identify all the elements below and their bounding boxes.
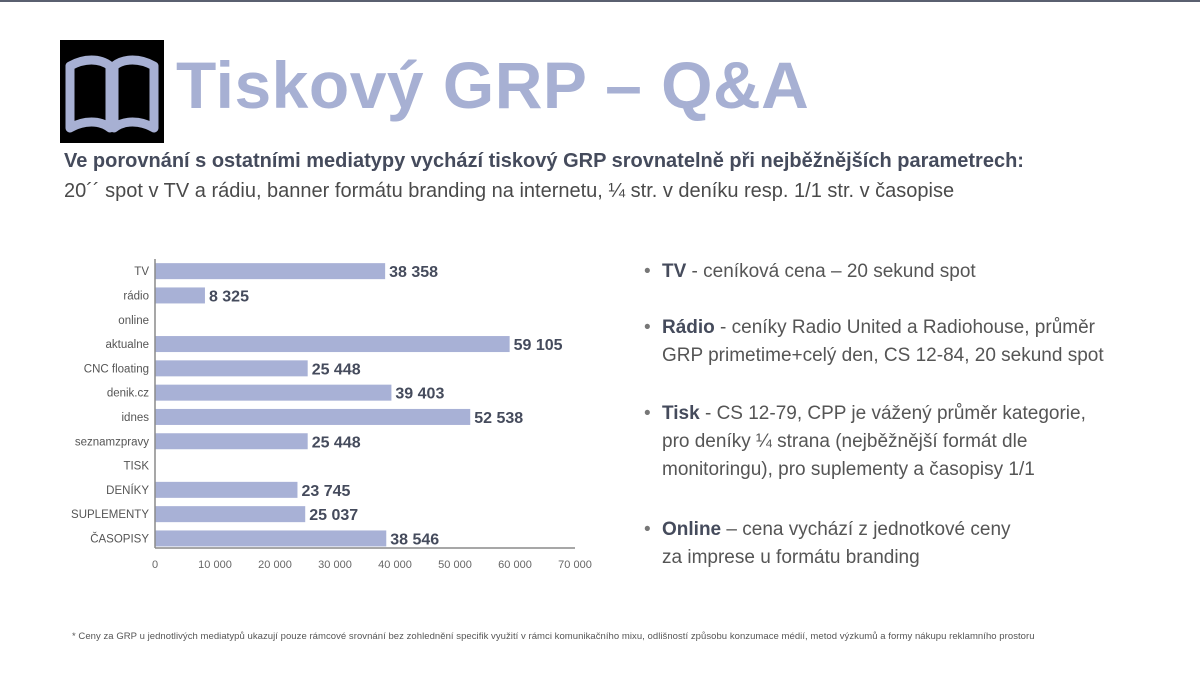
note-text: za imprese u formátu branding: [662, 547, 920, 568]
bar: [155, 384, 392, 401]
bar: [155, 408, 471, 425]
note-text: - CS 12-79, CPP je vážený průměr kategor…: [699, 403, 1086, 424]
category-label: DENÍKY: [106, 484, 149, 497]
bullet-dot: •: [644, 403, 651, 424]
category-label: ČASOPISY: [90, 532, 149, 545]
data-label: 39 403: [395, 386, 444, 403]
note-text: - ceníky Radio United a Radiohouse, prům…: [714, 317, 1095, 338]
category-label: idnes: [122, 412, 150, 424]
note-head: Rádio: [662, 317, 715, 338]
category-label: SUPLEMENTY: [71, 509, 149, 521]
bar: [155, 263, 386, 280]
category-label: CNC floating: [84, 363, 149, 375]
page-subtext: 20´´ spot v TV a rádiu, banner formátu b…: [64, 180, 955, 202]
page-title: Tiskový GRP – Q&A: [176, 48, 810, 122]
data-label: 25 448: [312, 361, 361, 378]
x-tick-label: 0: [152, 559, 158, 571]
category-label: TISK: [123, 461, 149, 473]
open-book-icon: [65, 55, 159, 133]
note-head: TV: [662, 261, 687, 282]
category-label: aktualne: [106, 339, 149, 351]
bar: [155, 287, 205, 304]
x-tick-label: 30 000: [318, 559, 352, 571]
footnote: * Ceny za GRP u jednotlivých mediatypů u…: [72, 631, 1035, 642]
category-label: online: [118, 315, 149, 327]
category-label: seznamzpravy: [75, 436, 149, 448]
data-label: 38 358: [389, 264, 438, 281]
note-text: – cena vychází z jednotkové ceny: [721, 519, 1011, 540]
bar: [155, 360, 308, 377]
note-text: pro deníky ¼ strana (nejběžnější formát …: [662, 431, 1028, 452]
bar: [155, 481, 298, 498]
data-label: 52 538: [474, 410, 523, 427]
note-text: monitoringu), pro suplementy a časopisy …: [662, 459, 1035, 480]
grp-bar-chart: TV 38 358 rádio 8 325 online aktualne 59 105 CN…: [71, 259, 592, 571]
note-head: Online: [662, 519, 722, 540]
x-tick-label: 40 000: [378, 559, 412, 571]
category-label: rádio: [123, 290, 149, 302]
x-tick-label: 20 000: [258, 559, 292, 571]
bar: [155, 506, 306, 523]
note-online: • Online – cena vychází z jednotkové ceny…: [644, 516, 1011, 572]
bar: [155, 530, 387, 547]
x-tick-label: 60 000: [498, 559, 532, 571]
data-label: 25 448: [312, 434, 361, 451]
data-label: 59 105: [514, 337, 563, 354]
category-label: TV: [134, 266, 149, 278]
x-tick-label: 70 000: [558, 559, 592, 571]
note-head: Tisk: [662, 403, 700, 424]
bar: [155, 336, 510, 353]
x-tick-label: 10 000: [198, 559, 232, 571]
data-label: 8 325: [209, 288, 249, 305]
category-label: denik.cz: [107, 388, 149, 400]
note-tv: • TV - ceníková cena – 20 sekund spot: [644, 258, 976, 286]
bullet-dot: •: [644, 317, 651, 338]
note-text: GRP primetime+celý den, CS 12-84, 20 sek…: [662, 345, 1104, 366]
page-subtitle: Ve porovnání s ostatními mediatypy vychá…: [64, 150, 1024, 172]
note-radio: • Rádio - ceníky Radio United a Radiohous…: [644, 314, 1104, 370]
note-text: - ceníková cena – 20 sekund spot: [686, 261, 976, 282]
data-label: 23 745: [301, 483, 350, 500]
bar: [155, 433, 308, 450]
data-label: 38 546: [390, 531, 439, 548]
x-tick-label: 50 000: [438, 559, 472, 571]
data-label: 25 037: [309, 507, 358, 524]
bullet-dot: •: [644, 519, 651, 540]
top-border-line: [0, 0, 1200, 2]
note-tisk: • Tisk - CS 12-79, CPP je vážený průměr k…: [644, 400, 1086, 484]
bullet-dot: •: [644, 261, 651, 282]
logo: [60, 40, 164, 143]
